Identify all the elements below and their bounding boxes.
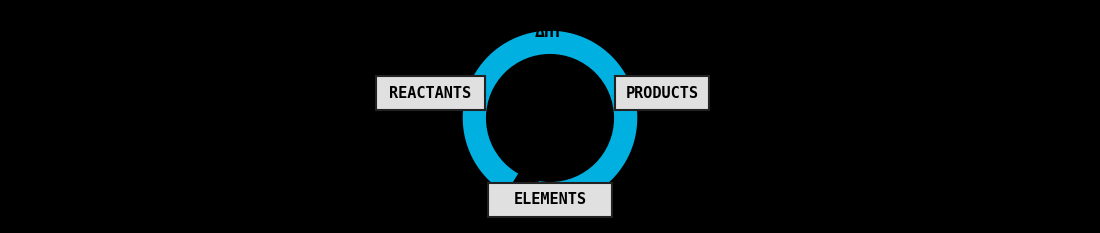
Text: ELEMENTS: ELEMENTS: [514, 192, 586, 208]
FancyBboxPatch shape: [488, 183, 612, 217]
Polygon shape: [494, 62, 586, 154]
Text: REACTANTS: REACTANTS: [389, 86, 472, 100]
Polygon shape: [488, 57, 603, 139]
FancyBboxPatch shape: [615, 76, 710, 110]
Text: PRODUCTS: PRODUCTS: [626, 86, 698, 100]
Circle shape: [486, 55, 614, 181]
Text: ΔHr: ΔHr: [535, 23, 565, 41]
FancyBboxPatch shape: [376, 76, 485, 110]
